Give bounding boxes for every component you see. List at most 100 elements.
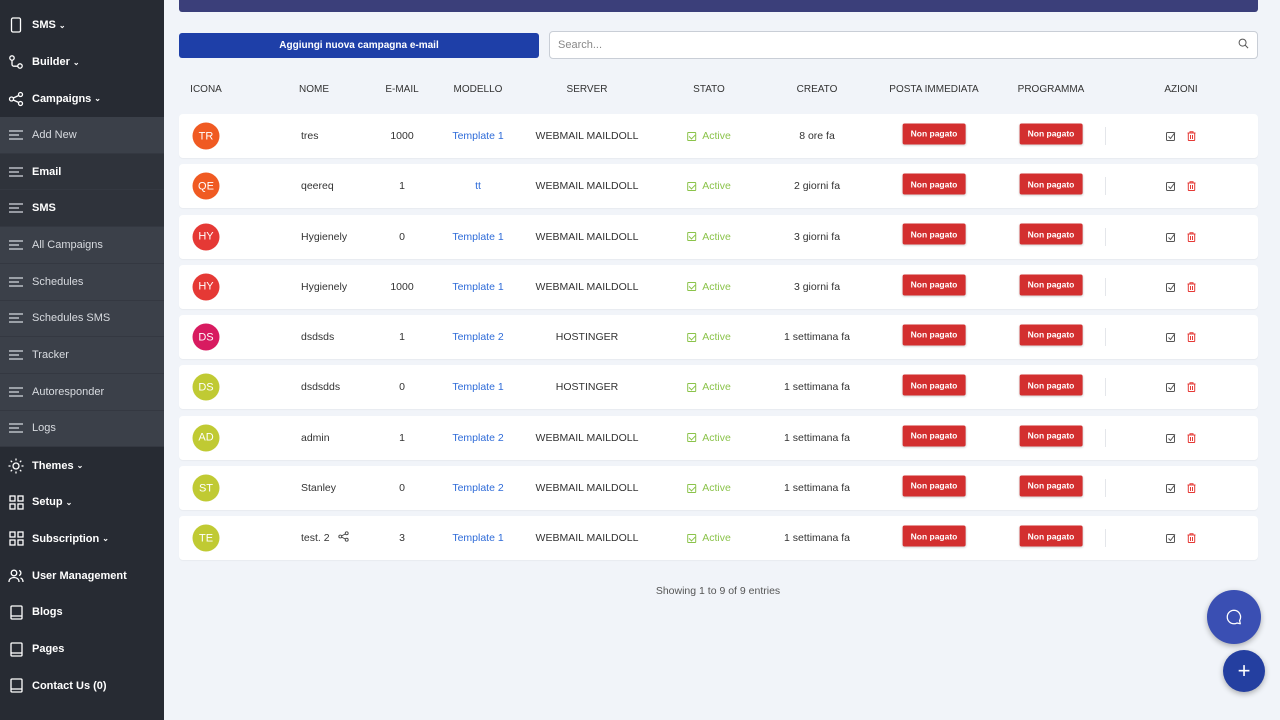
check-square-icon [687,232,697,242]
sidebar-item-themes[interactable]: Themes ⌄ [0,447,164,484]
template-link[interactable]: Template 2 [452,431,504,444]
delete-icon[interactable] [1186,533,1196,544]
edit-icon[interactable] [1166,483,1176,494]
schedule-badge[interactable]: Non pagato [1019,173,1083,195]
sidebar-item-add-new[interactable]: Add New [0,117,164,154]
immediate-cell: Non pagato [902,324,966,346]
delete-icon[interactable] [1186,433,1196,443]
delete-icon[interactable] [1186,131,1196,141]
delete-icon[interactable] [1186,382,1196,393]
add-fab-button[interactable]: + [1223,650,1265,692]
edit-icon[interactable] [1166,533,1176,544]
share-icon [8,91,24,107]
search-icon[interactable] [1238,38,1249,52]
delete-icon[interactable] [1186,282,1196,292]
immediate-send-badge[interactable]: Non pagato [902,223,966,245]
campaign-name-cell: Hygienely [301,231,347,243]
sidebar-item-email[interactable]: Email [0,153,164,191]
sidebar-item-pages[interactable]: Pages [0,631,164,668]
edit-icon[interactable] [1166,232,1176,242]
sidebar: SMS ⌄ Builder ⌄ Campaigns ⌄ Add New Email SMS All… [0,0,164,720]
immediate-cell: Non pagato [902,274,966,296]
column-header-server: SERVER [566,84,608,95]
template-link[interactable]: Template 2 [452,331,504,344]
template-link[interactable]: Template 1 [452,532,504,545]
delete-icon[interactable] [1186,231,1196,242]
column-header-icon: ICONA [190,84,222,95]
chat-button[interactable] [1207,590,1261,644]
sidebar-item-autoresponder[interactable]: Autoresponder [0,373,164,411]
schedule-badge[interactable]: Non pagato [1019,123,1083,145]
sidebar-item-schedules[interactable]: Schedules [0,263,164,301]
column-divider [1105,529,1106,548]
schedule-badge[interactable]: Non pagato [1019,274,1083,296]
edit-icon[interactable] [1166,382,1176,393]
delete-icon[interactable] [1186,483,1196,494]
immediate-send-badge[interactable]: Non pagato [902,475,966,497]
immediate-send-badge[interactable]: Non pagato [902,123,966,145]
status-label: Active [702,482,731,495]
template-link[interactable]: Template 2 [452,482,504,495]
edit-icon[interactable] [1166,332,1176,343]
schedule-badge[interactable]: Non pagato [1019,475,1083,497]
delete-icon[interactable] [1186,332,1196,343]
share-icon[interactable] [337,531,349,545]
edit-icon[interactable] [1166,282,1176,292]
sidebar-item-label: Schedules [32,275,84,288]
sidebar-item-sms[interactable]: SMS [0,190,164,228]
schedule-badge[interactable]: Non pagato [1019,324,1083,346]
template-link[interactable]: Template 1 [452,230,504,243]
schedule-cell: Non pagato [1019,475,1083,497]
template-link[interactable]: tt [475,180,481,193]
add-email-campaign-button[interactable]: Aggiungi nuova campagna e-mail [179,33,539,58]
sidebar-item-label: SMS [32,202,56,215]
status-cell: Active [687,180,731,192]
sidebar-item-builder[interactable]: Builder ⌄ [0,44,164,81]
edit-icon[interactable] [1166,433,1176,443]
sidebar-item-schedules-sms[interactable]: Schedules SMS [0,300,164,338]
immediate-send-badge[interactable]: Non pagato [902,525,966,547]
edit-icon[interactable] [1166,181,1176,192]
sidebar-item-tracker[interactable]: Tracker [0,337,164,374]
avatar-cell: ST [192,474,220,502]
immediate-send-badge[interactable]: Non pagato [902,324,966,346]
schedule-badge[interactable]: Non pagato [1019,525,1083,547]
sidebar-item-sms[interactable]: SMS ⌄ [0,7,164,44]
immediate-send-badge[interactable]: Non pagato [902,173,966,195]
avatar-cell: HY [192,223,220,251]
schedule-badge[interactable]: Non pagato [1019,223,1083,245]
schedule-badge[interactable]: Non pagato [1019,374,1083,396]
immediate-send-badge[interactable]: Non pagato [902,274,966,296]
schedule-badge[interactable]: Non pagato [1019,425,1083,447]
sidebar-item-label: Tracker [32,349,69,362]
template-link[interactable]: Template 1 [452,130,504,142]
column-divider [1105,328,1106,347]
search-box[interactable] [549,31,1258,59]
status-cell: Active [687,331,731,343]
sidebar-item-campaigns[interactable]: Campaigns ⌄ [0,80,164,117]
table-row: TE test. 2 3 Template 1 WEBMAIL MAILDOLL Acti… [179,516,1258,561]
actions-cell [1161,181,1201,192]
created-time: 1 settimana fa [784,331,850,344]
delete-icon[interactable] [1186,181,1196,192]
immediate-cell: Non pagato [902,525,966,547]
sidebar-item-subscription[interactable]: Subscription ⌄ [0,521,164,558]
sidebar-item-all-campaigns[interactable]: All Campaigns [0,227,164,264]
search-input[interactable] [558,39,1238,51]
book-icon [8,604,24,620]
sidebar-item-blogs[interactable]: Blogs [0,594,164,631]
sidebar-item-user-management[interactable]: User Management [0,557,164,594]
chevron-down-icon: ⌄ [58,20,66,30]
template-link[interactable]: Template 1 [452,280,504,293]
avatar: HY [192,223,220,251]
immediate-send-badge[interactable]: Non pagato [902,374,966,396]
sidebar-item-contact-us-0[interactable]: Contact Us (0) [0,667,164,704]
template-link[interactable]: Template 1 [452,381,504,394]
actions-cell [1161,483,1201,494]
avatar: ST [192,474,220,502]
campaign-name: Stanley [301,482,337,495]
edit-icon[interactable] [1166,131,1176,141]
immediate-send-badge[interactable]: Non pagato [902,425,966,447]
sidebar-item-setup[interactable]: Setup ⌄ [0,484,164,521]
sidebar-item-logs[interactable]: Logs [0,410,164,448]
